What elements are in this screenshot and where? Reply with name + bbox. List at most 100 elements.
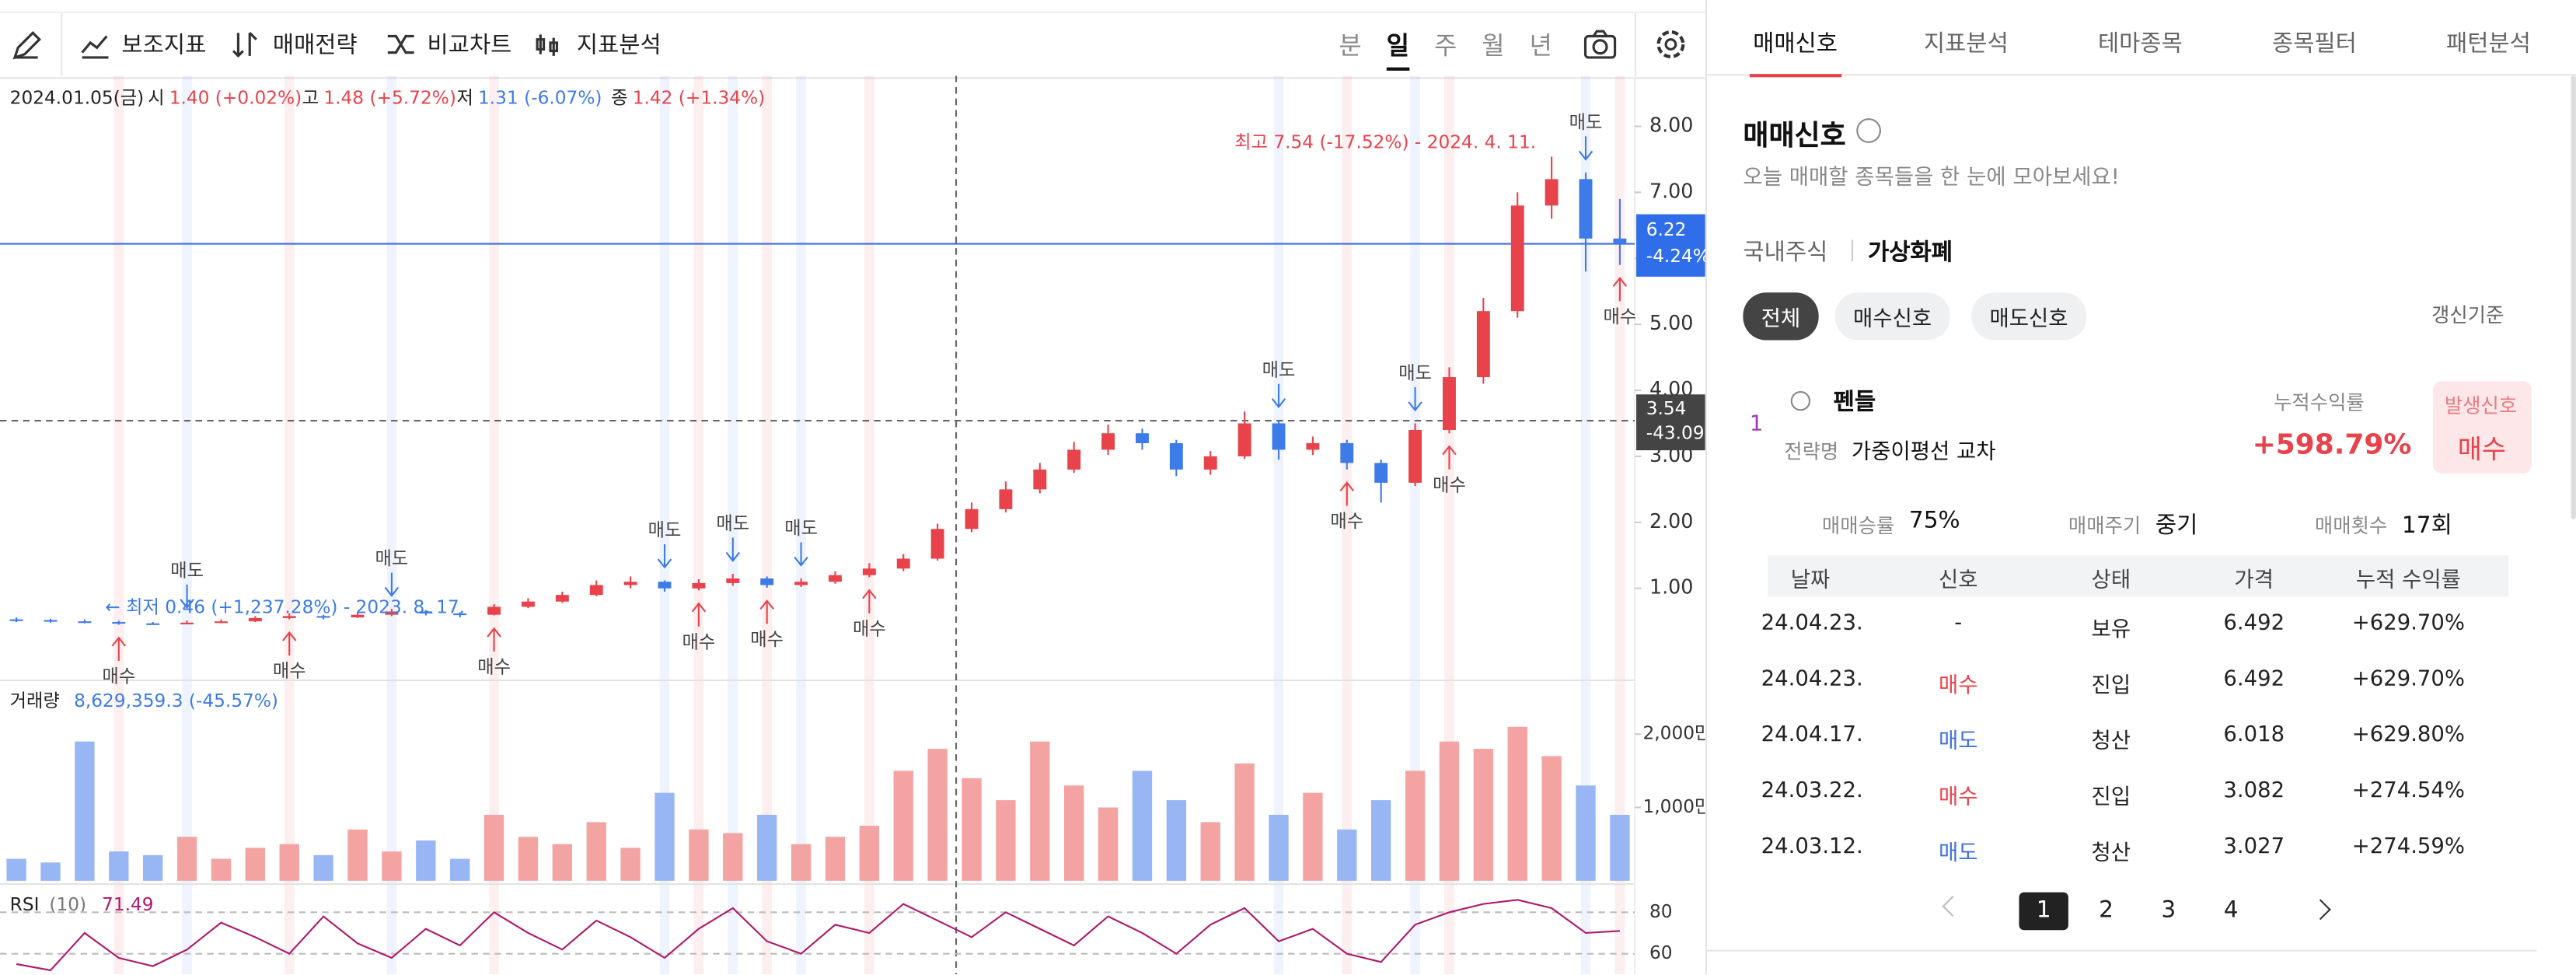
table-cell: 3.082 bbox=[2223, 778, 2285, 804]
period-button[interactable]: 분 bbox=[1339, 31, 1362, 61]
info-value: 1.31 (-6.07%) bbox=[478, 87, 602, 108]
tab[interactable]: 매매신호 bbox=[1749, 26, 1841, 78]
tool-item[interactable]: 매매전략 bbox=[272, 33, 358, 60]
sell-label: 매도 bbox=[784, 518, 818, 539]
icon-path bbox=[232, 32, 257, 58]
sell-arrow bbox=[1271, 383, 1286, 409]
volume-tick-label: 1,000만 bbox=[1643, 796, 1705, 817]
candle-body bbox=[896, 558, 910, 569]
tab[interactable]: 테마종목 bbox=[2097, 31, 2183, 58]
table-cell: 6.492 bbox=[2223, 667, 2285, 692]
period-button[interactable]: 일 bbox=[1386, 28, 1409, 71]
table-cell: - bbox=[1954, 611, 1963, 636]
tool-item[interactable]: 보조지표 bbox=[121, 33, 207, 60]
tab[interactable]: 패턴분석 bbox=[2446, 31, 2531, 58]
signal-band bbox=[284, 75, 295, 975]
stat-label: 매매주기 bbox=[2068, 514, 2141, 538]
candle-body bbox=[589, 585, 603, 596]
settings-icon[interactable] bbox=[1653, 26, 1688, 62]
table-cell: 24.04.23. bbox=[1761, 611, 1863, 636]
candle-body bbox=[351, 614, 365, 618]
table-cell: 매수 bbox=[1938, 785, 1978, 810]
table-cell: 매도 bbox=[1938, 729, 1978, 755]
filter-pill[interactable]: 전체 bbox=[1743, 292, 1819, 341]
period-button[interactable]: 년 bbox=[1529, 31, 1552, 61]
camera-icon[interactable] bbox=[1582, 28, 1618, 61]
volume-bar bbox=[859, 826, 880, 881]
candle-body bbox=[1443, 377, 1456, 430]
volume-bar bbox=[927, 749, 948, 881]
help-icon bbox=[1856, 118, 1881, 143]
sell-arrow bbox=[1408, 386, 1422, 412]
updated-label: 갱신기준 bbox=[2431, 303, 2504, 327]
period-button[interactable]: 주 bbox=[1434, 31, 1457, 61]
candle-body bbox=[1033, 469, 1047, 490]
volume-bar bbox=[723, 833, 743, 881]
tool-item[interactable]: 비교차트 bbox=[427, 33, 512, 60]
buy-arrow bbox=[281, 631, 297, 656]
candle-body bbox=[692, 582, 706, 589]
table-cell: 24.04.17. bbox=[1761, 722, 1863, 748]
candle-body bbox=[623, 582, 637, 585]
table-cell: 24.03.12. bbox=[1761, 834, 1863, 860]
page-button[interactable]: 3 bbox=[2161, 896, 2176, 924]
rsi-tick-label: 60 bbox=[1649, 942, 1673, 963]
volume-bar bbox=[620, 847, 641, 881]
buy-label: 매수 bbox=[853, 618, 886, 639]
sell-label: 매도 bbox=[375, 548, 409, 569]
buy-label: 매수 bbox=[273, 661, 306, 682]
tool-icon bbox=[387, 34, 414, 54]
volume-bar bbox=[757, 814, 777, 881]
signal-panel: 매매신호 지표분석 테마종목 종목필터 패턴분석 매매신호 오늘 매매할 종목들을 한 눈에… bbox=[1706, 0, 2576, 974]
market-tab[interactable]: 국내주식 bbox=[1743, 239, 1828, 267]
filter-pill[interactable]: 매도신호 bbox=[1971, 292, 2086, 341]
crosshair-change: -43.09% bbox=[1646, 423, 1705, 444]
tab[interactable]: 종목필터 bbox=[2271, 31, 2357, 58]
pencil-icon[interactable] bbox=[10, 30, 43, 62]
page-button[interactable]: 2 bbox=[2099, 896, 2114, 924]
signal-band bbox=[762, 75, 773, 975]
tool-icon bbox=[536, 34, 559, 56]
candle-body bbox=[180, 622, 194, 624]
stat-value: 중기 bbox=[2155, 512, 2198, 540]
scrollbar bbox=[2571, 75, 2576, 519]
candle-body bbox=[419, 611, 433, 613]
table-cell: 진입 bbox=[2091, 785, 2131, 810]
signal-band bbox=[864, 75, 874, 975]
table-cell: 청산 bbox=[2091, 841, 2131, 866]
table-cell: 날짜 bbox=[1790, 568, 1831, 593]
card-name: 펜들 bbox=[1833, 389, 1876, 416]
market-tab[interactable]: 가상화폐 bbox=[1868, 239, 1953, 267]
current-price-tag bbox=[1636, 214, 1705, 277]
volume-bar bbox=[586, 822, 606, 881]
info-name: 시 bbox=[148, 87, 164, 108]
candle-body bbox=[1408, 429, 1422, 483]
next-page[interactable] bbox=[2309, 899, 2331, 921]
volume-bar bbox=[518, 837, 539, 881]
volume-bar bbox=[1473, 749, 1494, 881]
prev-page[interactable] bbox=[1942, 896, 1963, 917]
candle-body bbox=[1510, 205, 1524, 312]
period-button[interactable]: 월 bbox=[1482, 31, 1505, 61]
volume-bar bbox=[143, 854, 163, 881]
signal-band bbox=[386, 75, 397, 975]
volume-value: 8,629,359.3 (-45.57%) bbox=[74, 690, 278, 711]
buy-label: 매수 bbox=[102, 666, 135, 687]
rsi-param: (10) bbox=[49, 894, 86, 915]
candle-body bbox=[1374, 463, 1388, 483]
signal-band bbox=[182, 75, 192, 975]
candle-body bbox=[930, 529, 944, 559]
return-label: 누적수익률 bbox=[2274, 391, 2365, 414]
page-button[interactable]: 1 bbox=[2019, 892, 2068, 931]
candle-body bbox=[248, 617, 262, 622]
filter-pill[interactable]: 매수신호 bbox=[1834, 292, 1950, 341]
tool-icon bbox=[81, 35, 109, 59]
tool-item[interactable]: 지표분석 bbox=[576, 33, 661, 60]
tab[interactable]: 지표분석 bbox=[1923, 31, 2009, 58]
card-rank: 1 bbox=[1749, 412, 1764, 438]
volume-bar bbox=[211, 858, 232, 881]
current-price: 6.22 bbox=[1646, 219, 1687, 240]
volume-bar bbox=[176, 837, 197, 881]
page-button[interactable]: 4 bbox=[2223, 896, 2239, 924]
